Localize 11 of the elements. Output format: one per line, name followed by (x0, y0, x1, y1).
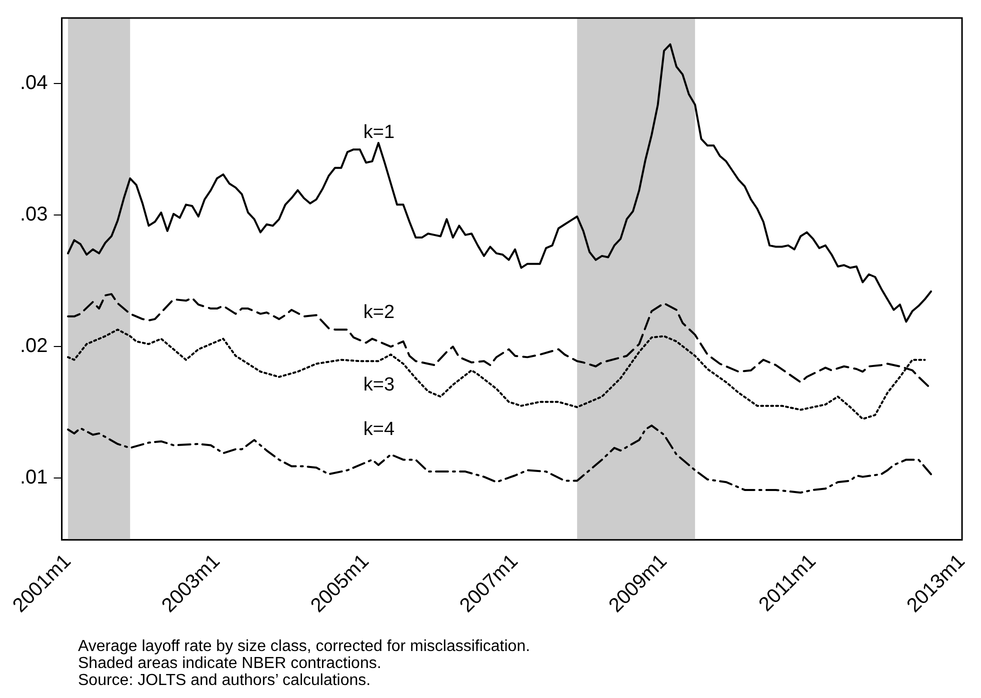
text: Shaded areas indicate NBER contractions. (78, 655, 382, 672)
text: Average layoff rate by size class, corrected for misclassification. (78, 638, 530, 655)
series-label: k=3 (363, 374, 395, 396)
series-label: k=2 (363, 302, 395, 323)
source-note: Source: JOLTS and authors’ calculations. (78, 672, 372, 689)
y-tick-label: .04 (20, 72, 48, 94)
y-tick-label: .03 (20, 204, 48, 226)
y-tick-label: .01 (20, 466, 48, 489)
y-tick-label: .02 (20, 335, 48, 358)
series-label: k=4 (363, 418, 395, 440)
series-label: k=1 (363, 122, 395, 143)
